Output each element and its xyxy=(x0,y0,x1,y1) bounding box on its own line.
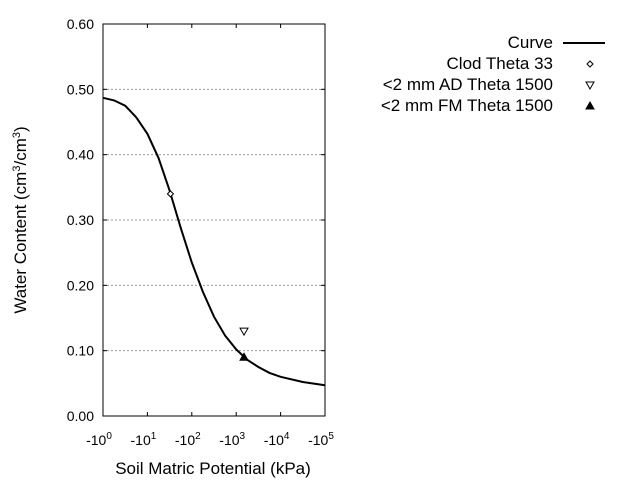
legend-label: Curve xyxy=(508,33,553,52)
y-tick-label: 0.60 xyxy=(67,16,94,32)
legend: Curve Clod Theta 33 <2 mm AD Theta 1500 <2 … xyxy=(381,33,605,115)
x-tick-label: -100 xyxy=(86,431,112,448)
y-tick-label: 0.50 xyxy=(67,81,94,97)
y-tick-label: 0.10 xyxy=(67,343,94,359)
y-tick-label: 0.20 xyxy=(67,277,94,293)
legend-label: <2 mm FM Theta 1500 xyxy=(381,96,553,115)
x-tick-label: -103 xyxy=(219,431,245,448)
legend-marker xyxy=(585,100,595,110)
ticks: 0.00 0.10 0.20 0.30 0.40 0.50 0.60 -100 -101 -102… xyxy=(67,16,335,448)
y-tick-label: 0.40 xyxy=(67,147,94,163)
data-point xyxy=(239,327,249,337)
data-point xyxy=(166,190,175,198)
legend-marker xyxy=(586,60,594,68)
y-tick-label: 0.30 xyxy=(67,212,94,228)
y-tick-label: 0.00 xyxy=(67,408,94,424)
markers xyxy=(166,190,249,361)
data-point xyxy=(239,352,249,361)
legend-label: Clod Theta 33 xyxy=(447,54,553,73)
x-tick-label: -102 xyxy=(175,431,201,448)
x-tick-label: -105 xyxy=(308,431,334,448)
y-axis-label: Water Content (cm3/cm3) xyxy=(11,126,30,313)
x-tick-label: -101 xyxy=(131,431,157,448)
grid xyxy=(103,88,325,352)
legend-marker xyxy=(585,81,595,91)
x-tick-label: -104 xyxy=(264,431,290,448)
legend-label: <2 mm AD Theta 1500 xyxy=(383,75,553,94)
series-curve-line xyxy=(102,96,326,387)
x-axis-label: Soil Matric Potential (kPa) xyxy=(115,459,311,478)
